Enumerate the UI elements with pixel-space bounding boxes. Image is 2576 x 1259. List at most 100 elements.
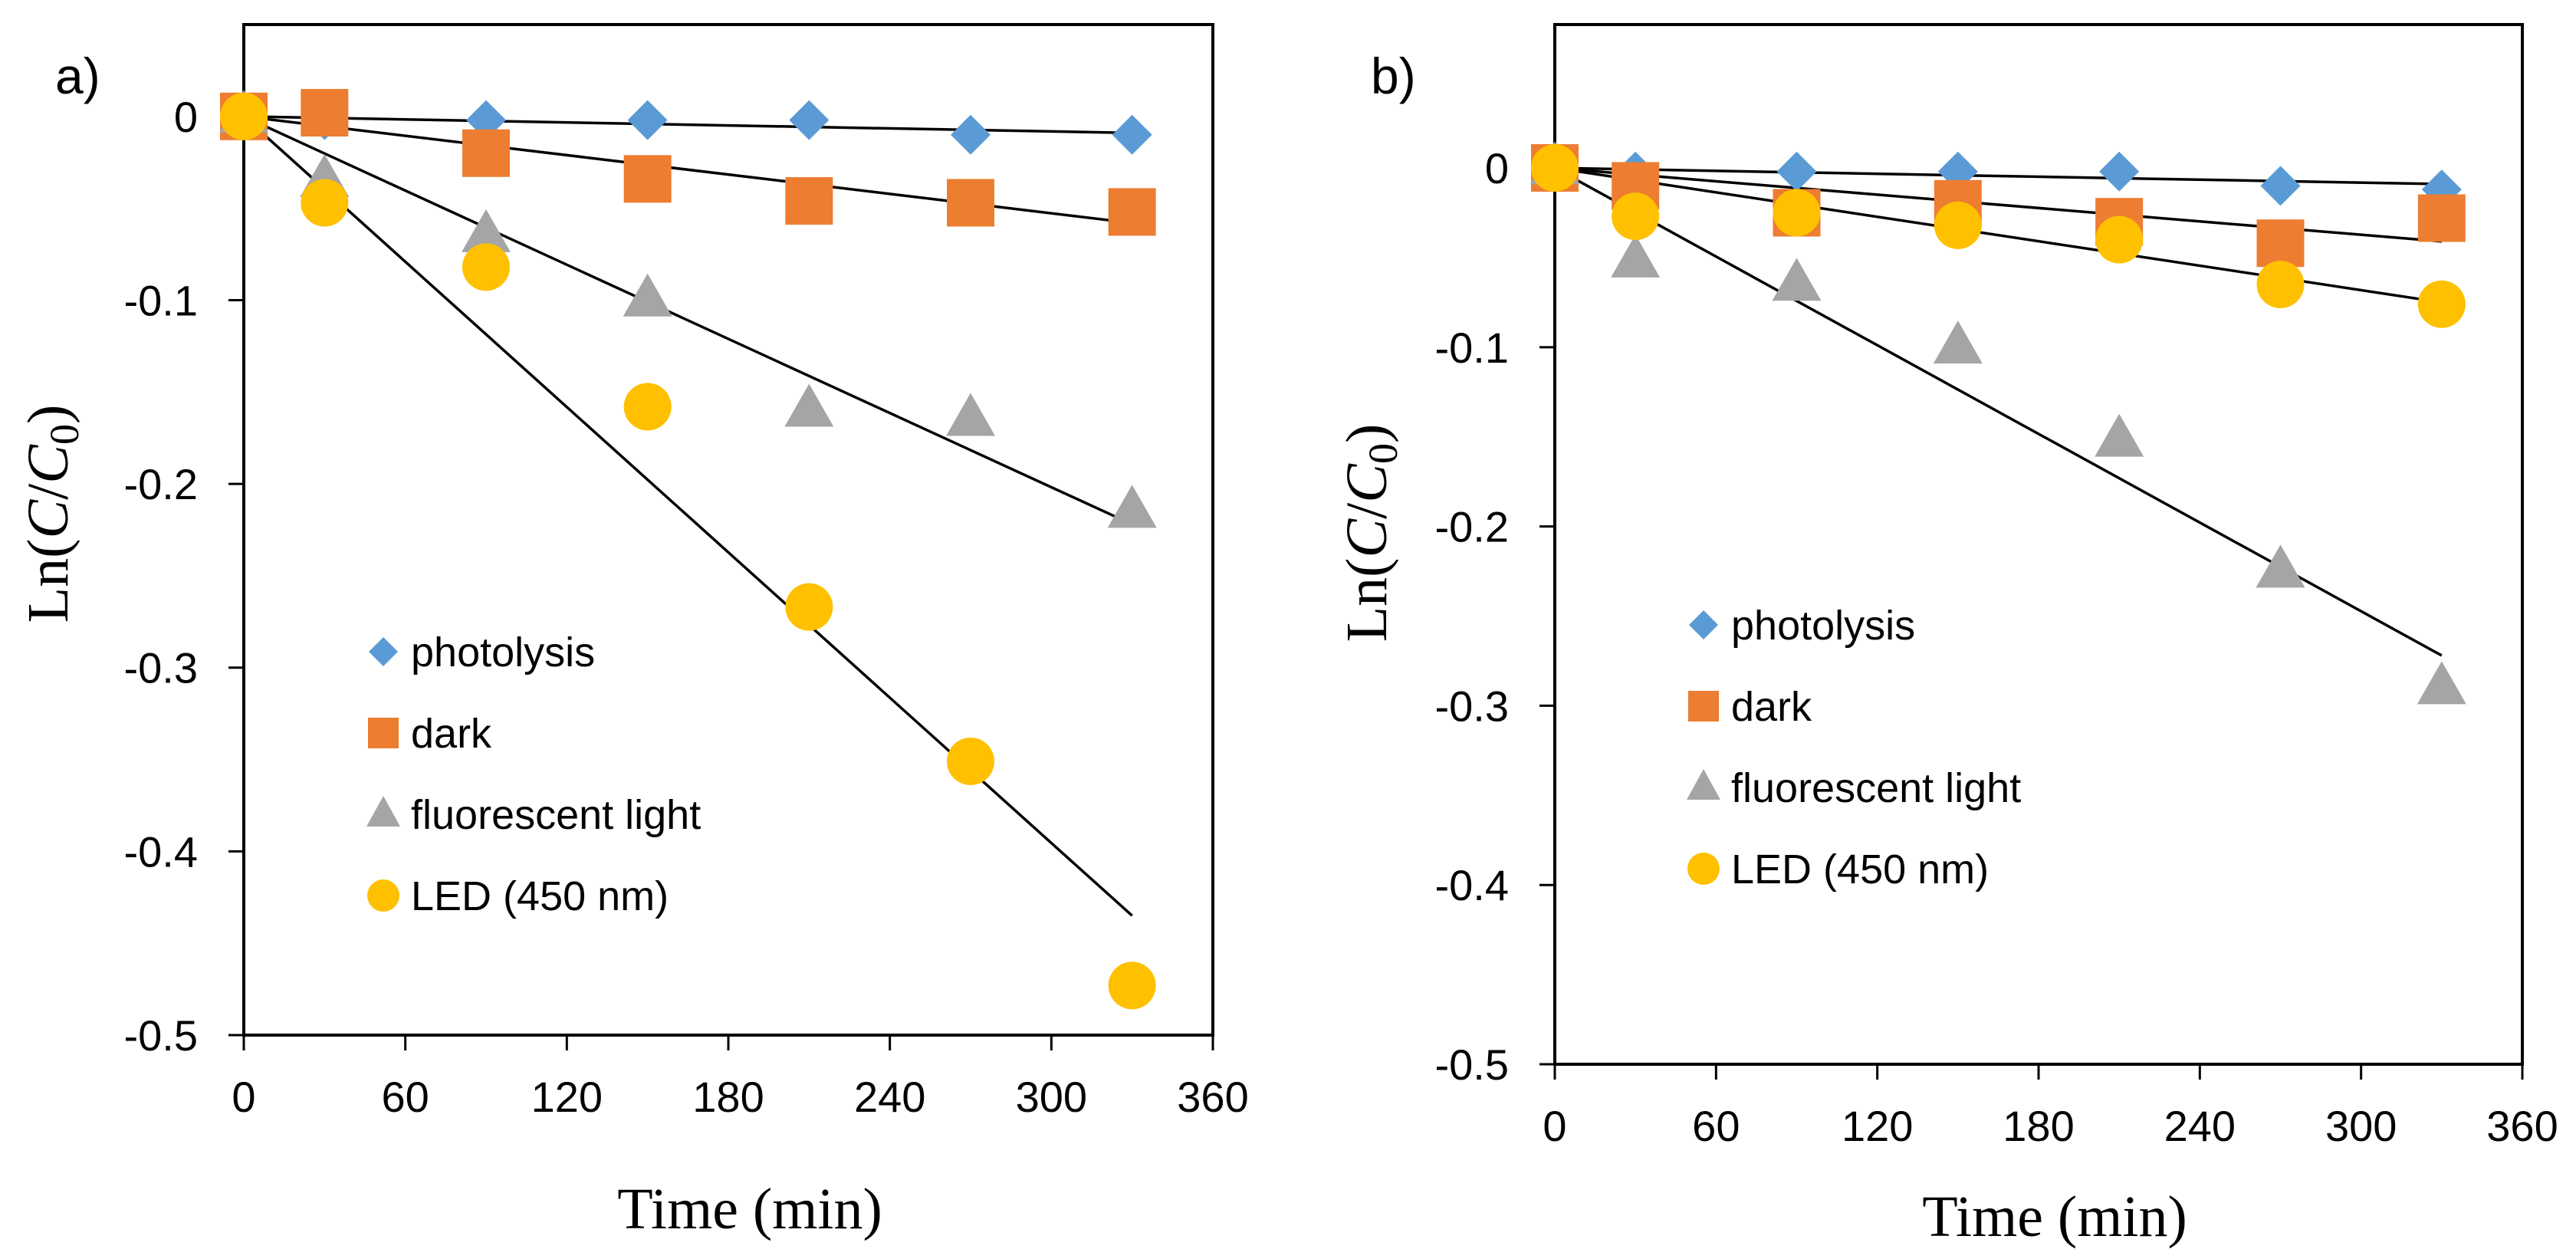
data-point-dark xyxy=(301,89,349,137)
data-point-photolysis xyxy=(2099,151,2140,192)
data-point-fluorescent-light xyxy=(946,393,995,436)
data-point-led-450-nm xyxy=(220,92,268,140)
legend-label-photolysis: photolysis xyxy=(411,630,595,676)
data-point-fluorescent-light xyxy=(1107,485,1157,528)
y-tick-label: -0.5 xyxy=(124,1011,199,1060)
panel-label: b) xyxy=(1371,48,1416,104)
legend-label-fluorescent-light: fluorescent light xyxy=(411,792,701,838)
x-tick-label: 300 xyxy=(2325,1102,2397,1150)
x-tick-label: 240 xyxy=(854,1073,925,1121)
fit-line-fluorescent-light xyxy=(1554,166,2443,657)
data-point-photolysis xyxy=(1776,151,1817,192)
data-point-dark xyxy=(1108,188,1156,236)
x-tick-label: 60 xyxy=(1692,1102,1740,1150)
legend-marker-fluorescent-light xyxy=(366,796,400,827)
legend-marker-photolysis xyxy=(369,637,398,666)
y-tick-label: -0.5 xyxy=(1435,1040,1510,1089)
fit-line-dark xyxy=(1554,166,2442,243)
y-tick-label: -0.4 xyxy=(1435,861,1510,909)
legend-marker-led-450-nm xyxy=(367,879,399,912)
data-point-led-450-nm xyxy=(1612,192,1660,241)
data-point-led-450-nm xyxy=(2417,280,2466,328)
chart-panel-b: 0 60 120 180 240 300 360 0 -0.1 -0.2 -0.3 -0.4 -0.5 b… xyxy=(1335,23,2558,1249)
legend-label-dark: dark xyxy=(411,711,492,757)
x-tick-label: 360 xyxy=(1177,1073,1248,1121)
data-point-fluorescent-light xyxy=(2095,413,2144,457)
x-tick-label: 0 xyxy=(1543,1102,1566,1150)
legend-label-led-450-nm: LED (450 nm) xyxy=(1731,846,1989,892)
data-point-dark xyxy=(2256,219,2305,268)
data-point-fluorescent-light xyxy=(462,209,511,252)
legend-label-photolysis: photolysis xyxy=(1731,603,1915,649)
x-tick-label: 360 xyxy=(2486,1102,2558,1150)
legend-label-fluorescent-light: fluorescent light xyxy=(1731,765,2021,811)
legend-marker-dark xyxy=(1688,691,1719,722)
y-tick-label: -0.2 xyxy=(124,460,199,508)
fit-line-dark xyxy=(243,115,1132,225)
fit-line-led-450-nm xyxy=(1554,166,2443,304)
data-point-photolysis xyxy=(951,114,991,155)
data-point-led-450-nm xyxy=(301,179,349,227)
y-tick-label: 0 xyxy=(1485,144,1509,192)
legend-marker-led-450-nm xyxy=(1687,853,1720,885)
legend-marker-photolysis xyxy=(1689,610,1718,639)
fit-line-fluorescent-light xyxy=(243,115,1133,526)
y-tick-label: -0.2 xyxy=(1435,503,1510,551)
legend-marker-dark xyxy=(368,718,399,748)
y-axis-title: Ln(C/C0) xyxy=(16,405,87,623)
x-tick-label: 60 xyxy=(382,1073,429,1121)
chart-panel-a: 0 60 120 180 240 300 360 0 -0.1 -0.2 -0.3 -0.4 -0.5 a… xyxy=(16,23,1249,1241)
y-axis-title: Ln(C/C0) xyxy=(1335,424,1406,643)
data-point-led-450-nm xyxy=(1934,201,1982,249)
x-tick-label: 0 xyxy=(232,1073,255,1121)
data-point-fluorescent-light xyxy=(2417,661,2466,705)
data-point-photolysis xyxy=(1112,114,1152,155)
legend-label-led-450-nm: LED (450 nm) xyxy=(411,873,669,919)
legend-label-dark: dark xyxy=(1731,684,1812,730)
data-point-dark xyxy=(785,177,833,225)
data-point-fluorescent-light xyxy=(2256,544,2305,588)
data-point-dark xyxy=(2417,194,2466,242)
x-tick-label: 180 xyxy=(2003,1102,2074,1150)
y-tick-label: -0.1 xyxy=(124,276,199,324)
data-point-fluorescent-light xyxy=(1933,321,1983,364)
fit-line-photolysis xyxy=(1554,166,2442,186)
data-point-led-450-nm xyxy=(785,583,833,631)
y-tick-label: -0.1 xyxy=(1435,324,1510,372)
y-tick-label: -0.4 xyxy=(124,827,199,876)
data-point-led-450-nm xyxy=(1531,144,1579,192)
data-point-led-450-nm xyxy=(1773,189,1821,237)
data-point-dark xyxy=(462,129,510,177)
data-point-led-450-nm xyxy=(2256,261,2305,308)
data-point-fluorescent-light xyxy=(1611,234,1661,278)
panel-label: a) xyxy=(55,48,100,104)
x-axis-title: Time (min) xyxy=(617,1177,882,1241)
data-point-fluorescent-light xyxy=(1772,258,1822,301)
y-tick-label: -0.3 xyxy=(1435,682,1510,730)
x-tick-label: 180 xyxy=(692,1073,764,1121)
data-point-fluorescent-light xyxy=(784,383,834,427)
legend: photolysis dark fluorescent light LED (450 … xyxy=(1687,603,2021,892)
x-tick-label: 240 xyxy=(2164,1102,2236,1150)
x-axis-title: Time (min) xyxy=(1922,1185,2187,1249)
data-point-fluorescent-light xyxy=(623,273,672,317)
data-point-led-450-nm xyxy=(623,383,672,431)
x-tick-label: 120 xyxy=(1842,1102,1913,1150)
y-tick-label: 0 xyxy=(174,93,198,141)
x-tick-label: 120 xyxy=(531,1073,603,1121)
fit-line-led-450-nm xyxy=(242,115,1133,917)
legend: photolysis dark fluorescent light LED (450 … xyxy=(366,630,701,919)
legend-marker-fluorescent-light xyxy=(1687,769,1720,800)
y-tick-label: -0.3 xyxy=(124,644,199,692)
data-point-led-450-nm xyxy=(2095,215,2144,264)
data-point-photolysis xyxy=(2260,166,2301,206)
fit-line-photolysis xyxy=(243,115,1132,135)
x-tick-label: 300 xyxy=(1016,1073,1087,1121)
data-point-led-450-nm xyxy=(462,243,510,291)
data-point-photolysis xyxy=(627,100,668,140)
data-point-led-450-nm xyxy=(947,737,994,785)
data-point-dark xyxy=(947,179,994,227)
data-point-led-450-nm xyxy=(1108,962,1156,1010)
data-point-dark xyxy=(623,155,672,203)
